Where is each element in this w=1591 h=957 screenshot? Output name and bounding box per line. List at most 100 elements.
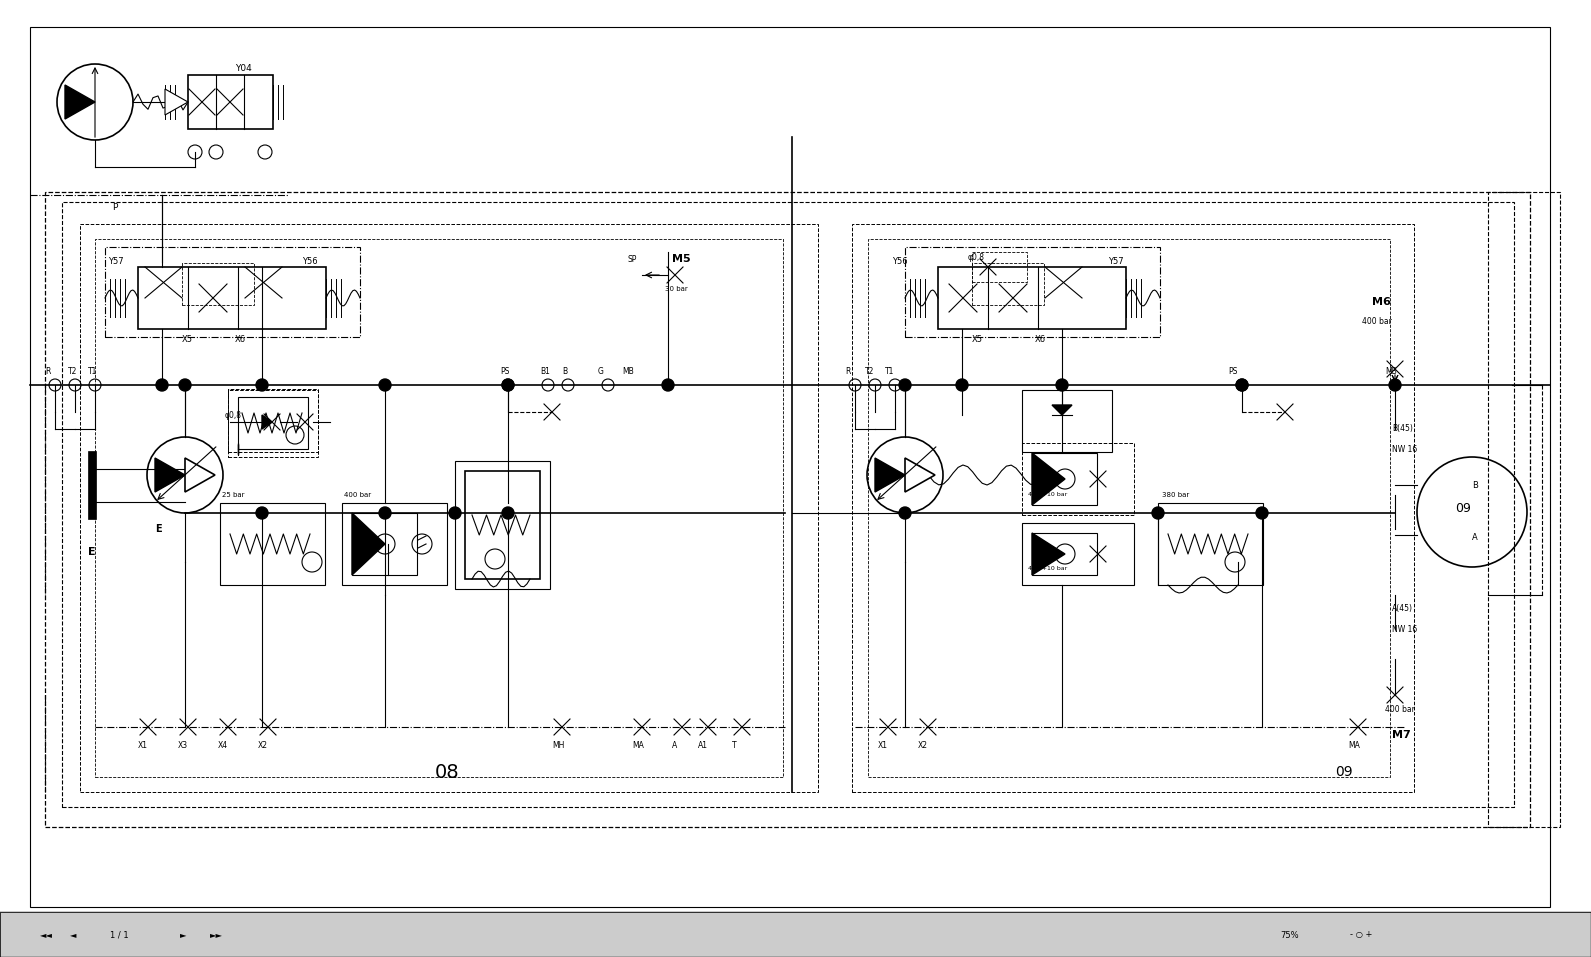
Text: 400 +10 bar: 400 +10 bar — [1028, 493, 1068, 498]
Circle shape — [1056, 379, 1068, 391]
Text: E: E — [88, 547, 95, 557]
Bar — [352, 513, 417, 575]
Text: NW 16: NW 16 — [1392, 625, 1418, 634]
Bar — [138, 267, 326, 329]
Text: X1: X1 — [878, 741, 888, 749]
Text: R: R — [45, 367, 51, 376]
Text: MB: MB — [622, 367, 633, 376]
Text: A: A — [1472, 532, 1478, 542]
Polygon shape — [263, 415, 272, 429]
Bar — [869, 239, 1391, 777]
Bar — [1033, 533, 1098, 575]
Bar — [181, 263, 255, 305]
Text: - ○ +: - ○ + — [1351, 930, 1373, 940]
Text: MA: MA — [1348, 741, 1360, 749]
Circle shape — [899, 379, 912, 391]
Bar — [239, 397, 309, 449]
Circle shape — [180, 379, 191, 391]
Text: 09: 09 — [1456, 502, 1470, 516]
Text: X1: X1 — [138, 741, 148, 749]
Bar — [105, 247, 360, 337]
Bar — [1021, 443, 1134, 515]
Bar — [1021, 523, 1134, 585]
Text: φ0,8: φ0,8 — [224, 411, 242, 419]
Circle shape — [956, 379, 967, 391]
Text: MH: MH — [552, 741, 565, 749]
Polygon shape — [1033, 533, 1064, 575]
Bar — [972, 252, 1028, 282]
Text: φ0,8: φ0,8 — [967, 253, 985, 261]
Bar — [905, 247, 1160, 337]
Text: A: A — [671, 741, 678, 749]
Text: ►►: ►► — [210, 930, 223, 940]
Bar — [45, 192, 1531, 827]
Text: X6: X6 — [1036, 335, 1047, 344]
Bar — [455, 461, 550, 589]
Text: Y04: Y04 — [235, 64, 251, 74]
Text: P: P — [111, 203, 118, 211]
Circle shape — [1255, 507, 1268, 519]
Bar — [188, 75, 274, 129]
Text: ◄: ◄ — [70, 930, 76, 940]
Text: 400 +10 bar: 400 +10 bar — [1028, 567, 1068, 571]
Text: Y56: Y56 — [893, 257, 907, 266]
Circle shape — [1236, 379, 1247, 391]
Text: G: G — [598, 367, 605, 376]
Polygon shape — [1033, 453, 1064, 505]
Text: X5: X5 — [972, 335, 983, 344]
Circle shape — [899, 507, 912, 519]
Text: 09: 09 — [1335, 765, 1352, 779]
Text: PS: PS — [1228, 367, 1238, 376]
Bar — [220, 503, 325, 585]
Text: M6: M6 — [1371, 297, 1391, 307]
Bar — [80, 224, 818, 792]
Bar — [972, 263, 1044, 305]
Text: 400 bar: 400 bar — [1362, 318, 1392, 326]
Circle shape — [256, 507, 267, 519]
Text: X5: X5 — [181, 335, 193, 344]
Text: T2: T2 — [866, 367, 875, 376]
Bar — [1488, 192, 1561, 827]
Text: 400 bar: 400 bar — [344, 492, 371, 498]
Text: M7: M7 — [1392, 730, 1411, 740]
Polygon shape — [165, 89, 188, 115]
Polygon shape — [875, 458, 905, 492]
Text: 25 bar: 25 bar — [223, 492, 245, 498]
Text: R: R — [845, 367, 850, 376]
Text: PS: PS — [500, 367, 509, 376]
Polygon shape — [1052, 405, 1072, 415]
Text: T1: T1 — [885, 367, 894, 376]
Text: M5: M5 — [671, 254, 690, 264]
Polygon shape — [154, 458, 185, 492]
Circle shape — [1389, 379, 1402, 391]
Text: 30 bar: 30 bar — [665, 286, 687, 292]
Text: X2: X2 — [258, 741, 267, 749]
Text: X2: X2 — [918, 741, 928, 749]
Polygon shape — [352, 513, 385, 575]
Text: Y57: Y57 — [1107, 257, 1123, 266]
Bar — [1158, 503, 1263, 585]
Text: B: B — [562, 367, 566, 376]
Bar — [95, 239, 783, 777]
Text: MB: MB — [1386, 367, 1397, 376]
Text: 1 / 1: 1 / 1 — [110, 930, 129, 940]
Circle shape — [379, 379, 391, 391]
Circle shape — [156, 379, 169, 391]
Bar — [1021, 390, 1112, 452]
Bar — [853, 224, 1414, 792]
Text: 08: 08 — [434, 763, 460, 782]
Text: X6: X6 — [235, 335, 247, 344]
Text: ◄◄: ◄◄ — [40, 930, 53, 940]
Text: 75%: 75% — [1281, 930, 1298, 940]
Text: B: B — [1472, 480, 1478, 489]
Text: Y57: Y57 — [108, 257, 124, 266]
Text: X3: X3 — [178, 741, 188, 749]
Circle shape — [503, 507, 514, 519]
Text: E: E — [154, 524, 162, 534]
Text: T2: T2 — [68, 367, 78, 376]
Bar — [0, 912, 1591, 957]
Text: SP: SP — [628, 255, 638, 263]
Circle shape — [449, 507, 461, 519]
Polygon shape — [185, 458, 215, 492]
Polygon shape — [905, 458, 936, 492]
